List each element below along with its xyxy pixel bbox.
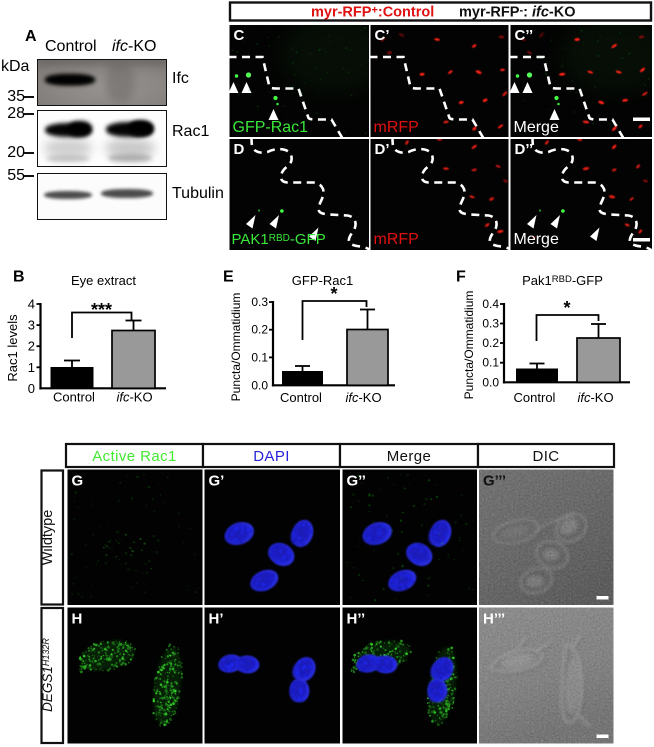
svg-text:Control: Control bbox=[514, 390, 556, 405]
svg-text:ifc-KO: ifc-KO bbox=[577, 390, 613, 405]
svg-text:DAPI: DAPI bbox=[253, 448, 290, 465]
svg-text:0.3: 0.3 bbox=[482, 317, 499, 331]
svg-text:Puncta/Ommatidium: Puncta/Ommatidium bbox=[462, 291, 476, 400]
svg-text:4: 4 bbox=[28, 297, 35, 312]
svg-text:***: *** bbox=[91, 300, 112, 320]
svg-text:F: F bbox=[456, 269, 466, 286]
svg-text:0.2: 0.2 bbox=[251, 323, 268, 337]
svg-text:ifc-KO: ifc-KO bbox=[116, 390, 152, 405]
svg-text:H’’: H’’ bbox=[347, 611, 366, 628]
svg-text:C: C bbox=[234, 27, 245, 44]
svg-text:H: H bbox=[72, 611, 83, 628]
svg-text:GFP-Rac1: GFP-Rac1 bbox=[233, 119, 309, 136]
svg-text:2: 2 bbox=[28, 339, 35, 354]
svg-text:H’: H’ bbox=[209, 611, 224, 628]
svg-text:Wildtype: Wildtype bbox=[40, 510, 56, 566]
svg-text:D’: D’ bbox=[375, 141, 390, 158]
svg-text:3: 3 bbox=[28, 318, 35, 333]
svg-text:1: 1 bbox=[28, 360, 35, 375]
svg-text:Rac1 levels: Rac1 levels bbox=[5, 314, 20, 382]
svg-text:B: B bbox=[13, 269, 25, 286]
svg-text:Puncta/Ommatidium: Puncta/Ommatidium bbox=[229, 293, 243, 402]
svg-text:0.1: 0.1 bbox=[251, 350, 268, 364]
svg-text:G’’: G’’ bbox=[347, 473, 366, 490]
svg-text:C’’: C’’ bbox=[515, 27, 534, 44]
svg-text:H’’’: H’’’ bbox=[483, 611, 505, 628]
svg-text:Pak1RBD-GFP: Pak1RBD-GFP bbox=[522, 273, 603, 288]
svg-text:GFP-Rac1: GFP-Rac1 bbox=[292, 273, 353, 288]
svg-text:0.0: 0.0 bbox=[251, 378, 268, 392]
svg-text:Merge: Merge bbox=[514, 231, 559, 248]
svg-text:mRFP: mRFP bbox=[374, 119, 419, 136]
svg-text:DIC: DIC bbox=[532, 448, 559, 465]
svg-text:D: D bbox=[234, 141, 245, 158]
svg-text:0.4: 0.4 bbox=[482, 297, 499, 311]
svg-text:0.2: 0.2 bbox=[482, 336, 499, 350]
svg-text:0.1: 0.1 bbox=[482, 356, 499, 370]
svg-text:G: G bbox=[72, 473, 84, 490]
svg-text:Merge: Merge bbox=[514, 119, 559, 136]
svg-text:D’’: D’’ bbox=[515, 141, 534, 158]
svg-text:Eye extract: Eye extract bbox=[71, 273, 136, 288]
svg-text:0.0: 0.0 bbox=[482, 375, 499, 389]
svg-text:Active Rac1: Active Rac1 bbox=[92, 448, 176, 465]
svg-text:*: * bbox=[563, 298, 570, 318]
svg-text:Control: Control bbox=[280, 390, 322, 405]
svg-text:DEGS1H132R: DEGS1H132R bbox=[40, 638, 55, 712]
svg-text:0.3: 0.3 bbox=[251, 295, 268, 309]
svg-text:0: 0 bbox=[28, 381, 35, 396]
svg-text:*: * bbox=[330, 284, 337, 304]
svg-text:ifc-KO: ifc-KO bbox=[345, 390, 381, 405]
svg-text:PAK1RBD-GFP: PAK1RBD-GFP bbox=[232, 231, 326, 248]
svg-text:myr-RFP+:Control: myr-RFP+:Control bbox=[311, 4, 434, 20]
svg-text:G’: G’ bbox=[209, 473, 225, 490]
svg-text:G’’’: G’’’ bbox=[483, 473, 506, 490]
svg-text:myr-RFP-: ifc-KO: myr-RFP-: ifc-KO bbox=[459, 4, 575, 20]
svg-text:C’: C’ bbox=[375, 27, 390, 44]
svg-text:Merge: Merge bbox=[387, 448, 432, 465]
svg-text:mRFP: mRFP bbox=[374, 231, 419, 248]
svg-text:E: E bbox=[223, 269, 234, 286]
svg-text:Control: Control bbox=[53, 390, 95, 405]
